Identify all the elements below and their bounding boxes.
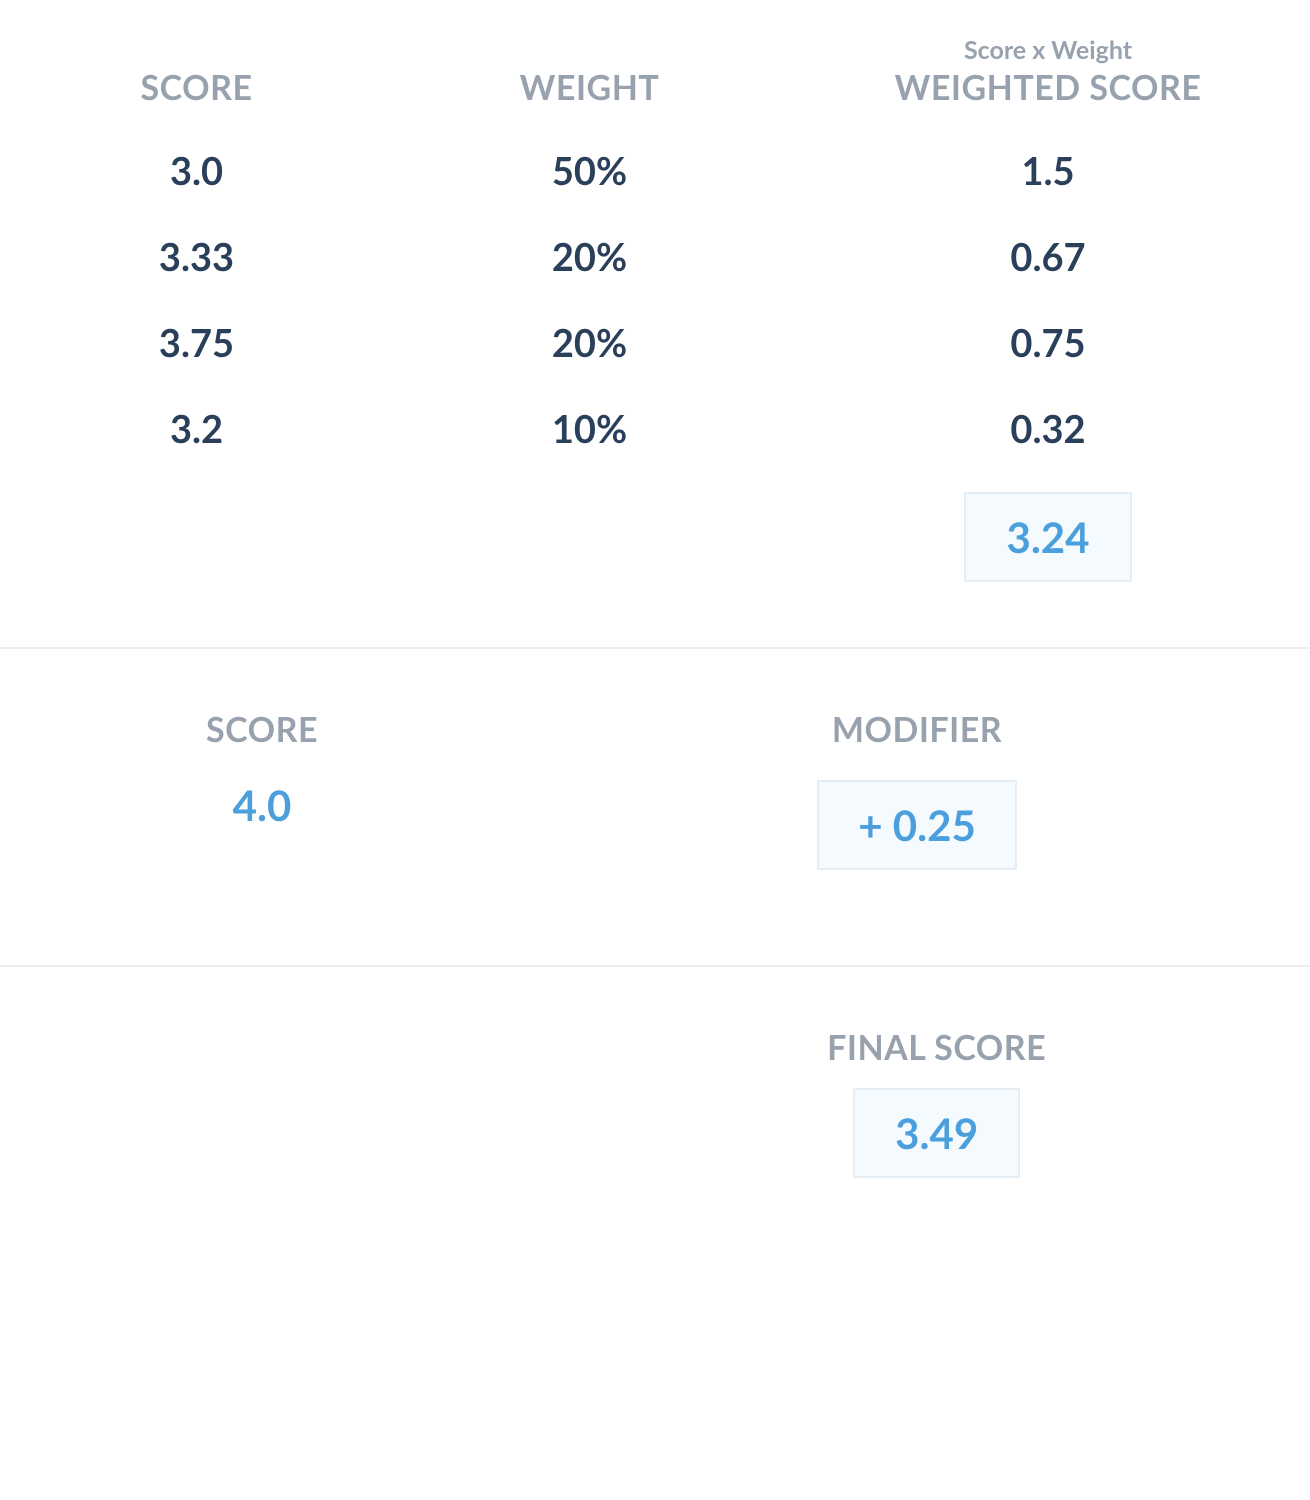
score-value: 3.2 [0, 406, 393, 452]
table-row: 3.33 20% 0.67 [0, 234, 1310, 280]
table-row: 3.0 50% 1.5 [0, 148, 1310, 194]
weight-value: 20% [393, 320, 786, 366]
weight-value: 20% [393, 234, 786, 280]
modifier-section: SCORE 4.0 MODIFIER + 0.25 [0, 649, 1310, 965]
modifier-label: MODIFIER [524, 709, 1310, 750]
table-header-row: SCORE WEIGHT Score x Weight WEIGHTED SCO… [0, 30, 1310, 108]
score-label: SCORE [0, 709, 524, 750]
table-row: 3.75 20% 0.75 [0, 320, 1310, 366]
table-row: 3.2 10% 0.32 [0, 406, 1310, 452]
score-value: 3.33 [0, 234, 393, 280]
weighted-sublabel: Score x Weight [786, 35, 1310, 65]
score-value: 4.0 [0, 780, 524, 830]
modifier-value: + 0.25 [857, 800, 977, 850]
weighted-total-value: 3.24 [1006, 512, 1089, 562]
total-row: 3.24 [0, 492, 1310, 582]
score-value: 3.0 [0, 148, 393, 194]
weighted-value: 0.67 [786, 234, 1310, 280]
final-score-box: 3.49 [853, 1088, 1020, 1178]
weighted-header: WEIGHTED SCORE [786, 67, 1310, 108]
weighted-total-box: 3.24 [964, 492, 1131, 582]
score-header: SCORE [0, 67, 393, 108]
weighted-score-section: SCORE WEIGHT Score x Weight WEIGHTED SCO… [0, 0, 1310, 647]
final-score-label: FINAL SCORE [563, 1027, 1310, 1068]
weighted-value: 0.32 [786, 406, 1310, 452]
weight-header: WEIGHT [393, 67, 786, 108]
modifier-box: + 0.25 [817, 780, 1017, 870]
final-score-value: 3.49 [895, 1108, 978, 1158]
weight-value: 10% [393, 406, 786, 452]
weighted-value: 0.75 [786, 320, 1310, 366]
weight-value: 50% [393, 148, 786, 194]
score-value: 3.75 [0, 320, 393, 366]
weighted-value: 1.5 [786, 148, 1310, 194]
final-score-section: FINAL SCORE 3.49 [0, 967, 1310, 1218]
